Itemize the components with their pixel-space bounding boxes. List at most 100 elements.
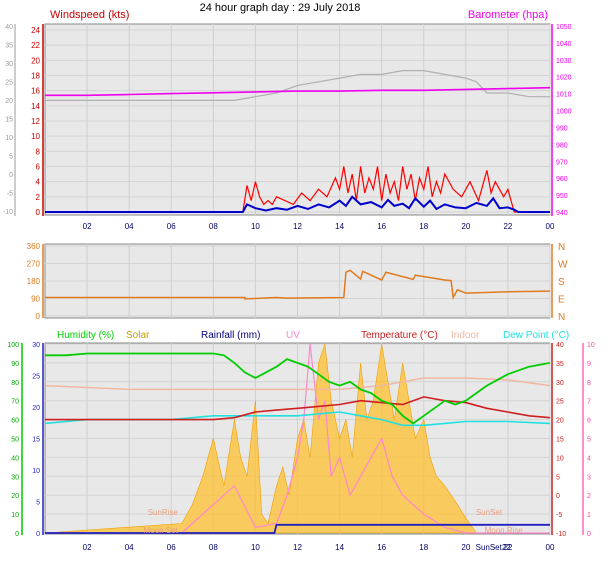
- humidity-tick-label: 70: [11, 399, 19, 406]
- x-tick-label: 18: [419, 222, 428, 231]
- temp-tick-label: 10: [556, 455, 564, 462]
- wind-tick-label: 10: [31, 132, 40, 141]
- uv-tick-label: 4: [587, 455, 591, 462]
- x-tick-label: 20: [461, 543, 470, 552]
- uv-tick-label: 0: [587, 531, 591, 538]
- uv-tick-label: 3: [587, 474, 591, 481]
- x-tick-label: 14: [335, 543, 344, 552]
- direction-tick-label: 270: [27, 260, 41, 269]
- temperature-grey-line: [45, 69, 550, 102]
- x-tick-label: 06: [167, 543, 176, 552]
- windspeed-line: [45, 166, 550, 213]
- compass-tick-label: W: [558, 260, 568, 271]
- compass-tick-label: N: [558, 312, 565, 323]
- x-tick-label: 06: [167, 222, 176, 231]
- solar-area: [44, 343, 550, 534]
- rain-tick-label: 5: [36, 500, 40, 507]
- uv-line: [45, 343, 550, 534]
- indoor-line: [44, 377, 551, 391]
- baro-tick-label: 990: [556, 125, 568, 132]
- compass-tick-label: E: [558, 295, 565, 306]
- legend-item: UV: [286, 330, 300, 341]
- rain-tick-label: 15: [32, 437, 40, 444]
- baro-tick-label: 940: [556, 210, 568, 217]
- temp-tick-label: 40: [556, 342, 564, 349]
- outer-temp-tick-label: -10: [3, 209, 13, 216]
- page-title: 24 hour graph day : 29 July 2018: [200, 2, 361, 14]
- temp-tick-label: 0: [556, 493, 560, 500]
- wind-tick-label: 6: [36, 163, 41, 172]
- compass-tick-label: S: [558, 277, 565, 288]
- temperature-line: [45, 396, 551, 421]
- rain-tick-label: 30: [32, 342, 40, 349]
- humidity-line: [45, 352, 551, 425]
- baro-tick-label: 1010: [556, 92, 572, 99]
- direction-tick-label: 360: [27, 242, 41, 251]
- rainfall-line: [45, 523, 550, 534]
- wind-baro-panel: Windspeed (kts) Barometer (hpa) 24222018…: [3, 9, 572, 231]
- wind-tick-label: 12: [31, 117, 40, 126]
- humidity-tick-label: 10: [11, 512, 19, 519]
- temp-tick-label: 5: [556, 474, 560, 481]
- baro-tick-label: 1040: [556, 41, 572, 48]
- x-tick-label: 02: [83, 222, 92, 231]
- legend-item: Indoor: [451, 330, 480, 341]
- baro-tick-label: 950: [556, 193, 568, 200]
- temp-tick-label: -5: [556, 512, 562, 519]
- x-tick-label: 16: [377, 543, 386, 552]
- humidity-tick-label: 60: [11, 418, 19, 425]
- baro-tick-label: 1030: [556, 58, 572, 65]
- baro-label: Barometer (hpa): [468, 9, 548, 21]
- wind-tick-label: 14: [31, 102, 40, 111]
- x-tick-label: 00: [546, 543, 555, 552]
- uv-tick-label: 6: [587, 418, 591, 425]
- baro-tick-label: 1000: [556, 109, 572, 116]
- temp-tick-label: 35: [556, 361, 564, 368]
- baro-tick-label: 1020: [556, 75, 572, 82]
- humidity-tick-label: 100: [7, 342, 19, 349]
- sun-moon-annotation: Moon Set: [144, 526, 179, 535]
- humidity-tick-label: 30: [11, 474, 19, 481]
- baro-tick-label: 960: [556, 176, 568, 183]
- x-tick-label: 08: [209, 543, 218, 552]
- legend-item: Humidity (%): [57, 330, 114, 341]
- rain-tick-label: 10: [32, 468, 40, 475]
- legend-item: Temperature (°C): [361, 330, 438, 341]
- baro-tick-label: 980: [556, 142, 568, 149]
- uv-tick-label: 8: [587, 380, 591, 387]
- outer-temp-tick-label: 35: [5, 43, 13, 50]
- humidity-tick-label: 50: [11, 437, 19, 444]
- outer-temp-tick-label: 10: [5, 135, 13, 142]
- temp-tick-label: -10: [556, 531, 566, 538]
- uv-tick-label: 2: [587, 493, 591, 500]
- x-tick-label: 10: [251, 543, 260, 552]
- outer-temp-tick-label: 40: [5, 24, 13, 31]
- temp-tick-label: 20: [556, 418, 564, 425]
- x-tick-label: 08: [209, 222, 218, 231]
- temp-tick-label: 15: [556, 437, 564, 444]
- wind-label: Windspeed (kts): [50, 9, 129, 21]
- x-tick-label: 14: [335, 222, 344, 231]
- baro-tick-label: 970: [556, 159, 568, 166]
- outer-temp-tick-label: 0: [9, 172, 13, 179]
- wind-tick-label: 2: [36, 193, 41, 202]
- x-tick-label: 20: [461, 222, 470, 231]
- gust-line: [45, 195, 550, 213]
- humidity-tick-label: 80: [11, 380, 19, 387]
- legend-item: Dew Point (°C): [503, 330, 569, 341]
- uv-tick-label: 9: [587, 361, 591, 368]
- sun-moon-annotation: Moon Rise: [485, 526, 524, 535]
- wind-tick-label: 20: [31, 56, 40, 65]
- temp-tick-label: 25: [556, 399, 564, 406]
- x-tick-label: 04: [125, 543, 134, 552]
- outer-temp-tick-label: 15: [5, 117, 13, 124]
- uv-tick-label: 7: [587, 399, 591, 406]
- direction-tick-label: 180: [27, 277, 41, 286]
- legend-item: Solar: [126, 330, 150, 341]
- wind-tick-label: 0: [36, 208, 41, 217]
- wind-tick-label: 4: [36, 178, 41, 187]
- wind-tick-label: 24: [31, 26, 40, 35]
- humidity-tick-label: 0: [15, 531, 19, 538]
- uv-tick-label: 10: [587, 342, 595, 349]
- sun-moon-annotation: SunRise: [148, 508, 179, 517]
